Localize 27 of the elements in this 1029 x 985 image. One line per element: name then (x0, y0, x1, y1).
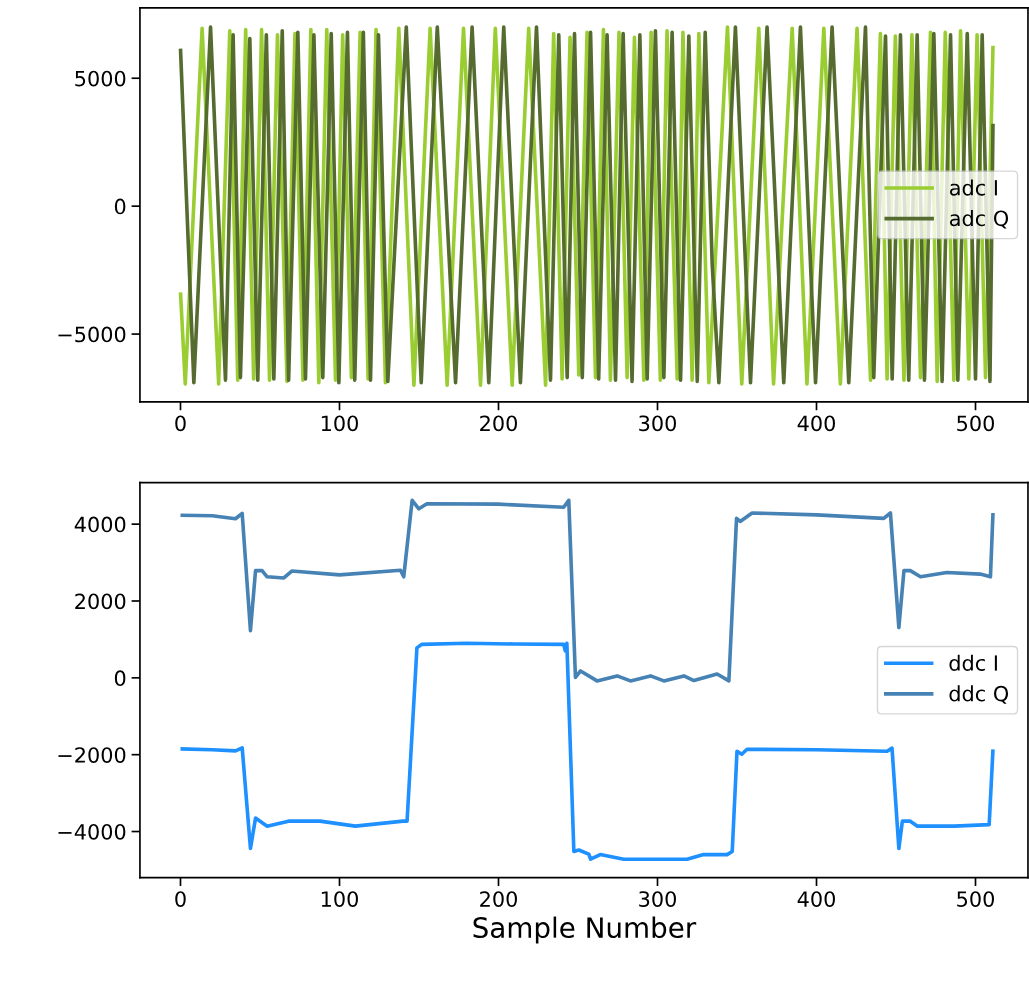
x-axis-title: Sample Number (473, 916, 697, 944)
y-tick-label: 0 (114, 670, 126, 687)
y-tick-label: 0 (114, 198, 126, 215)
y-tick-label: 4000 (74, 516, 126, 533)
x-tick-label: 300 (639, 891, 676, 907)
y-tick-label: −2000 (58, 747, 126, 763)
line-series (178, 641, 995, 861)
legend-label: ddc Q (949, 685, 1009, 704)
x-tick-label: 100 (321, 415, 358, 432)
x-tick-label: 200 (480, 415, 517, 432)
legend-label: ddc I (949, 654, 997, 671)
y-tick-label: −5000 (58, 326, 126, 343)
y-tick-label: −4000 (58, 823, 126, 840)
y-tick-label: 2000 (75, 593, 126, 610)
y-tick-label: 5000 (75, 70, 126, 87)
x-tick-label: 200 (480, 891, 517, 907)
x-tick-label: 500 (957, 891, 994, 907)
x-tick-label: 0 (175, 415, 186, 432)
legend-label: adc I (950, 179, 997, 196)
line-series (178, 498, 995, 683)
x-tick-label: 400 (797, 891, 835, 907)
x-tick-label: 100 (321, 891, 358, 907)
x-tick-label: 400 (797, 415, 835, 432)
x-tick-label: 300 (639, 415, 676, 432)
x-tick-label: 0 (175, 891, 186, 907)
x-tick-label: 500 (957, 415, 994, 432)
legend-label: adc Q (950, 210, 1009, 229)
